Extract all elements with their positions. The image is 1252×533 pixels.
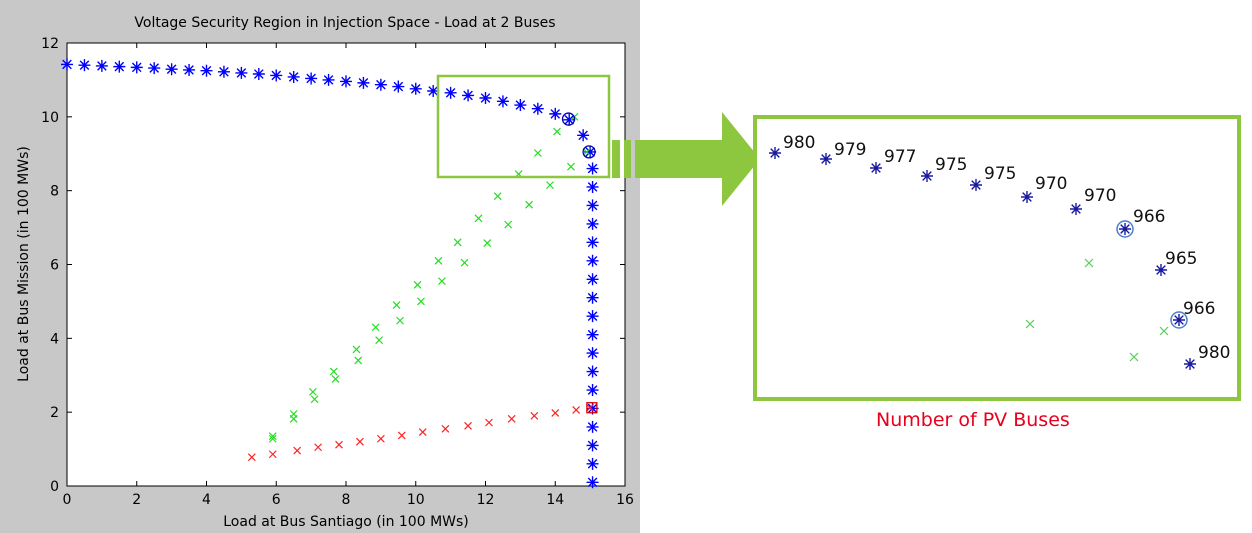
data-point-asterisk (78, 59, 90, 71)
data-point-asterisk (148, 62, 160, 74)
zoom-caption: Number of PV Buses (876, 409, 1070, 431)
data-point-asterisk (497, 95, 509, 107)
data-point-asterisk (340, 75, 352, 87)
zoom-point-label: 980 (783, 133, 815, 153)
y-tick-label: 8 (50, 184, 59, 200)
y-axis-label: Load at Bus Mission (in 100 MWs) (16, 146, 32, 382)
zoom-point-label: 966 (1133, 207, 1165, 227)
data-point-asterisk (392, 81, 404, 93)
data-point-asterisk (587, 439, 599, 451)
data-point-asterisk (61, 58, 73, 70)
y-tick-label: 12 (41, 36, 59, 52)
data-point-asterisk (532, 103, 544, 115)
data-point-asterisk (587, 458, 599, 470)
y-tick-label: 2 (50, 405, 59, 421)
data-point-asterisk (375, 79, 387, 91)
zoom-data-point (1184, 358, 1196, 370)
zoom-data-point (970, 179, 982, 191)
data-point-asterisk (201, 65, 213, 77)
zoom-data-point (1119, 223, 1131, 235)
data-point-asterisk (587, 347, 599, 359)
data-point-asterisk (235, 67, 247, 79)
data-point-asterisk (357, 77, 369, 89)
data-point-asterisk (218, 66, 230, 78)
zoom-arrow (612, 112, 760, 206)
data-point-asterisk (514, 99, 526, 111)
data-point-asterisk (587, 476, 599, 488)
y-tick-label: 4 (50, 331, 59, 347)
data-point-asterisk (587, 163, 599, 175)
data-point-asterisk (253, 68, 265, 80)
y-tick-label: 0 (50, 479, 59, 495)
data-point-asterisk (587, 199, 599, 211)
zoom-point-label: 970 (1084, 186, 1116, 206)
data-point-asterisk (480, 92, 492, 104)
data-point-asterisk (323, 74, 335, 86)
chart-title: Voltage Security Region in Injection Spa… (134, 15, 555, 31)
data-point-asterisk (587, 218, 599, 230)
data-point-asterisk (587, 292, 599, 304)
data-point-asterisk (587, 273, 599, 285)
data-point-asterisk (577, 129, 589, 141)
data-point-asterisk (410, 83, 422, 95)
data-point-asterisk (587, 181, 599, 193)
zoom-point-label: 979 (834, 140, 866, 160)
data-point-asterisk (131, 61, 143, 73)
zoom-point-label: 965 (1165, 249, 1197, 269)
data-point-asterisk (587, 236, 599, 248)
zoom-data-point (921, 170, 933, 182)
data-point-asterisk (166, 63, 178, 75)
data-point-asterisk (113, 61, 125, 73)
data-point-asterisk (96, 60, 108, 72)
zoom-data-point (769, 147, 781, 159)
zoom-data-point (870, 162, 882, 174)
zoom-point-label: 970 (1035, 174, 1067, 194)
data-point-asterisk (445, 87, 457, 99)
x-tick-label: 0 (63, 492, 72, 508)
plot-area (67, 43, 625, 486)
data-point-asterisk (462, 89, 474, 101)
zoom-data-point (820, 153, 832, 165)
x-tick-label: 6 (272, 492, 281, 508)
data-point-asterisk (270, 69, 282, 81)
data-point-asterisk (305, 72, 317, 84)
x-tick-label: 4 (202, 492, 211, 508)
y-tick-label: 6 (50, 258, 59, 274)
y-tick-label: 10 (41, 110, 59, 126)
data-point-asterisk (587, 310, 599, 322)
zoom-point-label: 975 (935, 155, 967, 175)
data-point-asterisk (587, 366, 599, 378)
zoom-data-point (1070, 203, 1082, 215)
x-tick-label: 2 (132, 492, 141, 508)
data-point-asterisk (587, 384, 599, 396)
zoom-data-point (1021, 191, 1033, 203)
data-point-asterisk (587, 329, 599, 341)
data-point-asterisk (288, 71, 300, 83)
zoom-point-label: 977 (884, 147, 916, 167)
data-point-asterisk (587, 421, 599, 433)
data-point-asterisk (183, 64, 195, 76)
x-axis-label: Load at Bus Santiago (in 100 MWs) (223, 514, 469, 530)
zoom-point-label: 966 (1183, 299, 1215, 319)
x-tick-label: 8 (342, 492, 351, 508)
zoom-point-label: 975 (984, 164, 1016, 184)
x-tick-label: 12 (477, 492, 495, 508)
data-point-asterisk (587, 255, 599, 267)
zoom-point-label: 980 (1198, 343, 1230, 363)
x-tick-label: 16 (616, 492, 634, 508)
x-tick-label: 10 (407, 492, 425, 508)
x-tick-label: 14 (546, 492, 564, 508)
data-point-asterisk (549, 108, 561, 120)
